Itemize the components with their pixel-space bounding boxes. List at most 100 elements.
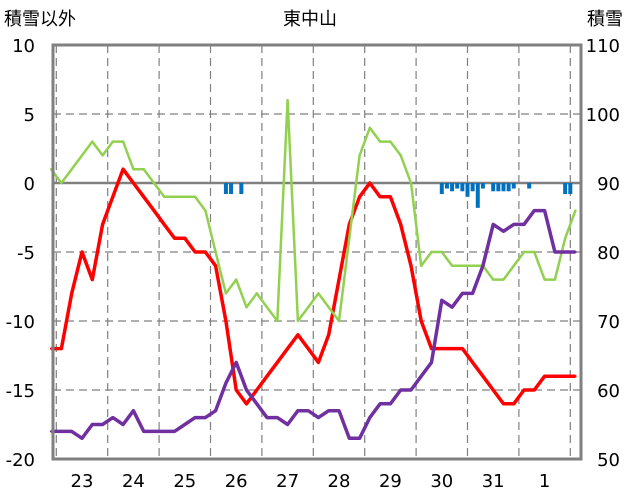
left-axis-label: 積雪以外	[4, 9, 76, 30]
data-point-temperature	[389, 195, 392, 198]
data-point-snow_depth	[348, 437, 351, 440]
right-tick-label: 100	[586, 105, 620, 126]
chart-title: 東中山	[283, 9, 337, 30]
data-point-temperature	[214, 264, 217, 267]
precip-bar	[563, 183, 568, 195]
series-line-temp_alt	[50, 98, 577, 323]
data-point-snow_depth	[80, 437, 84, 440]
data-point-snow_depth	[450, 306, 454, 309]
data-point-temperature	[409, 264, 413, 267]
precip-bar	[496, 183, 501, 192]
data-point-snow_depth	[163, 430, 166, 433]
data-point-temp_alt	[142, 168, 145, 171]
right-tick-label: 50	[597, 450, 620, 471]
data-point-temp_alt	[286, 99, 289, 102]
data-point-temperature	[553, 375, 557, 378]
precip-bars	[223, 183, 573, 208]
data-point-snow_depth	[317, 416, 320, 419]
data-point-temp_alt	[224, 292, 228, 295]
precip-bar	[465, 183, 470, 197]
data-point-snow_depth	[358, 437, 361, 440]
data-point-snow_depth	[327, 409, 330, 412]
data-point-temp_alt	[337, 319, 341, 323]
data-point-temp_alt	[152, 181, 156, 185]
x-tick-label: 28	[328, 471, 351, 492]
data-point-temp_alt	[430, 250, 433, 254]
right-axis-label: 積雪	[587, 9, 623, 30]
data-point-temp_alt	[163, 195, 166, 198]
data-point-snow_depth	[121, 423, 125, 426]
data-point-temperature	[512, 402, 515, 405]
precip-bar	[501, 183, 506, 192]
data-point-temp_alt	[368, 126, 372, 129]
data-point-snow_depth	[214, 409, 217, 412]
data-point-temp_alt	[492, 278, 495, 281]
data-point-temp_alt	[183, 195, 186, 198]
data-point-temperature	[368, 181, 372, 185]
data-point-temp_alt	[440, 250, 443, 254]
data-point-temperature	[111, 195, 115, 198]
data-point-temperature	[450, 347, 454, 350]
right-tick-label: 60	[597, 381, 620, 402]
data-point-temperature	[60, 347, 63, 350]
data-point-temp_alt	[563, 237, 567, 240]
data-point-snow_depth	[481, 264, 485, 267]
data-point-snow_depth	[471, 292, 474, 295]
data-point-temperature	[276, 361, 279, 364]
data-point-temp_alt	[101, 154, 104, 157]
data-point-snow_depth	[101, 423, 104, 426]
data-point-snow_depth	[337, 409, 341, 412]
data-point-snow_depth	[409, 388, 413, 392]
data-point-snow_depth	[563, 250, 567, 254]
data-point-snow_depth	[183, 423, 186, 426]
data-point-temperature	[533, 388, 536, 392]
data-point-temp_alt	[193, 195, 197, 198]
data-point-temp_alt	[471, 264, 474, 267]
data-point-snow_depth	[522, 223, 526, 226]
data-point-temperature	[286, 347, 289, 350]
right-tick-label: 110	[586, 36, 620, 57]
data-point-snow_depth	[245, 388, 248, 392]
data-point-temperature	[183, 237, 186, 240]
data-point-temp_alt	[214, 250, 217, 254]
data-point-snow_depth	[306, 409, 310, 412]
data-point-temperature	[142, 195, 145, 198]
data-point-temperature	[574, 375, 577, 378]
data-point-temp_alt	[553, 278, 557, 281]
data-point-temperature	[563, 375, 567, 378]
data-point-temp_alt	[173, 195, 176, 198]
data-point-temperature	[317, 361, 320, 364]
data-point-snow_depth	[296, 409, 300, 412]
right-tick-label: 90	[597, 174, 620, 195]
data-point-temperature	[440, 347, 443, 350]
data-point-temperature	[296, 333, 300, 336]
data-point-snow_depth	[152, 430, 156, 433]
data-point-temperature	[224, 319, 228, 323]
data-point-temp_alt	[132, 168, 135, 171]
data-point-snow_depth	[543, 209, 546, 212]
x-tick-label: 27	[276, 471, 299, 492]
data-point-temp_alt	[399, 154, 402, 157]
data-point-temp_alt	[204, 209, 207, 212]
precip-bar	[455, 183, 460, 189]
data-point-temperature	[245, 402, 248, 405]
data-point-temperature	[481, 375, 485, 378]
data-point-temperature	[132, 181, 135, 185]
data-point-snow_depth	[420, 375, 423, 378]
precip-bar	[511, 183, 516, 189]
left-tick-label: -10	[6, 312, 35, 333]
data-point-temp_alt	[327, 306, 330, 309]
data-point-snow_depth	[142, 430, 145, 433]
data-point-temp_alt	[70, 168, 73, 171]
data-point-temperature	[204, 250, 207, 254]
data-point-snow_depth	[204, 416, 207, 419]
x-tick-label: 24	[122, 471, 145, 492]
data-point-temp_alt	[245, 306, 248, 309]
data-point-snow_depth	[255, 402, 258, 405]
x-tick-label: 1	[539, 471, 550, 492]
data-point-temperature	[121, 168, 125, 171]
data-point-temperature	[91, 278, 94, 281]
data-point-temperature	[492, 388, 495, 392]
data-point-temp_alt	[306, 306, 310, 309]
data-point-snow_depth	[132, 409, 135, 412]
